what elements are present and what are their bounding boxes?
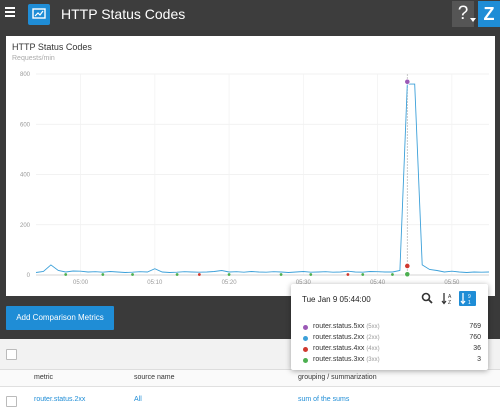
series-point-low <box>361 273 365 276</box>
series-color-dot <box>303 358 308 363</box>
chevron-down-icon <box>470 18 476 22</box>
select-all-checkbox[interactable] <box>6 349 17 360</box>
tooltip-timestamp: Tue Jan 9 05:44:00 <box>302 295 371 304</box>
tooltip-item-4xx: router.status.4xx (4xx) 36 <box>301 345 481 355</box>
tooltip-item-2xx: router.status.2xx (2xx) 760 <box>301 334 481 344</box>
y-tick-label: 0 <box>27 273 31 279</box>
tooltip-series-value: 3 <box>477 356 481 363</box>
series-point-low <box>391 273 394 276</box>
series-point-low <box>227 273 231 276</box>
tooltip-series-name: router.status.3xx <box>313 356 365 363</box>
y-tick-label: 800 <box>20 72 31 78</box>
svg-text:Z: Z <box>448 300 451 306</box>
series-point-low <box>64 273 68 276</box>
help-button[interactable]: ? <box>452 1 474 27</box>
tooltip-series-type: (2xx) <box>366 335 380 341</box>
add-comparison-metrics-button[interactable]: Add Comparison Metrics <box>6 306 114 330</box>
series-point-low <box>279 273 283 276</box>
tooltip-series-type: (3xx) <box>366 357 380 363</box>
y-tick-label: 200 <box>20 223 31 229</box>
column-header-source-name[interactable]: source name <box>134 374 175 381</box>
series-color-dot <box>303 325 308 330</box>
series-point-router.status.3xx <box>404 271 411 278</box>
user-avatar-button[interactable]: Z <box>478 1 500 27</box>
tooltip-series-type: (4xx) <box>366 346 380 352</box>
chart-title: HTTP Status Codes <box>12 42 92 52</box>
grouping-link[interactable]: sum of the sums <box>298 396 350 403</box>
tooltip-series-value: 769 <box>469 323 481 330</box>
page-title: HTTP Status Codes <box>61 6 186 22</box>
line-chart[interactable]: 0 200 400 600 800 05:00 05:10 05:20 05:30 05:40 05… <box>6 36 495 296</box>
chart-card: HTTP Status Codes Requests/min 0 200 400 60… <box>6 36 495 296</box>
column-header-metric[interactable]: metric <box>34 374 54 381</box>
x-tick-label: 05:00 <box>73 280 89 286</box>
x-tick-label: 05:50 <box>444 280 460 286</box>
series-point-router.status.5xx <box>404 78 411 85</box>
x-tick-label: 05:10 <box>147 280 163 286</box>
series-point-low <box>131 273 134 276</box>
x-tick-label: 05:30 <box>296 280 312 286</box>
tooltip-series-value: 760 <box>469 334 481 341</box>
table-header: metric source name grouping / summarizat… <box>0 370 500 387</box>
app-header: HTTP Status Codes ? Z <box>0 0 500 30</box>
tooltip-item-3xx: router.status.3xx (3xx) 3 <box>301 356 481 366</box>
search-icon[interactable] <box>419 291 436 306</box>
series-point-low <box>197 273 201 276</box>
y-tick-label: 600 <box>20 122 31 128</box>
tooltip-series-type: (5xx) <box>366 324 380 330</box>
metric-link[interactable]: router.status.2xx <box>34 396 86 403</box>
chart-y-axis-label: Requests/min <box>12 55 55 62</box>
series-point-router.status.4xx <box>404 263 411 269</box>
series-line-router.status.2xx <box>35 83 490 273</box>
svg-text:A: A <box>448 294 452 300</box>
dashboard-icon[interactable] <box>28 4 50 25</box>
column-header-grouping[interactable]: grouping / summarization <box>298 374 377 381</box>
x-tick-label: 05:40 <box>370 280 386 286</box>
tooltip-series-name: router.status.2xx <box>313 334 365 341</box>
series-point-low <box>346 273 350 276</box>
row-checkbox[interactable] <box>6 396 17 407</box>
tooltip-series-name: router.status.4xx <box>313 345 365 352</box>
series-color-dot <box>303 347 308 352</box>
svg-text:9: 9 <box>468 294 471 300</box>
svg-text:1: 1 <box>468 300 471 306</box>
tooltip-series-name: router.status.5xx <box>313 323 365 330</box>
series-point-low <box>101 273 105 276</box>
series-point-low <box>309 273 313 276</box>
series-color-dot <box>303 336 308 341</box>
tooltip-item-5xx: router.status.5xx (5xx) 769 <box>301 323 481 333</box>
series-point-low <box>175 273 179 276</box>
x-tick-label: 05:20 <box>222 280 238 286</box>
table-row: router.status.2xx All sum of the sums <box>0 387 500 417</box>
menu-icon[interactable] <box>5 7 15 17</box>
source-link[interactable]: All <box>134 396 142 403</box>
y-tick-label: 400 <box>20 173 31 179</box>
tooltip-series-value: 36 <box>473 345 481 352</box>
